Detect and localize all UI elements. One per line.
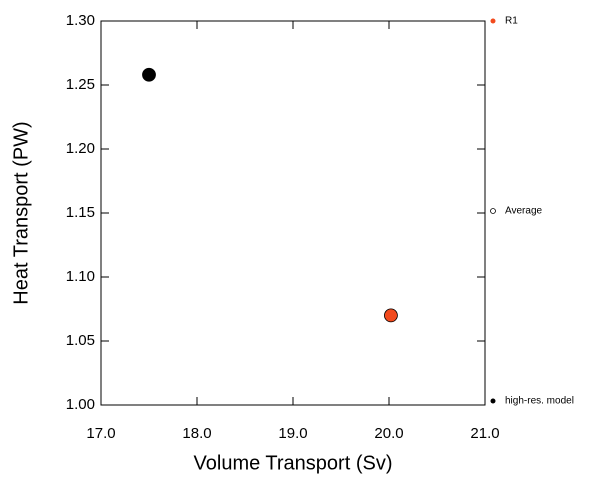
x-axis-title: Volume Transport (Sv) [194, 452, 393, 474]
legend-label: Average [505, 206, 543, 217]
y-tick-label: 1.20 [66, 140, 95, 157]
x-tick-label: 20.0 [374, 425, 403, 442]
y-tick-label: 1.10 [66, 268, 95, 285]
legend-marker [490, 208, 496, 214]
x-tick-label: 17.0 [86, 425, 115, 442]
y-tick-label: 1.15 [66, 204, 95, 221]
y-axis-title: Heat Transport (PW) [10, 121, 32, 304]
legend-marker [490, 398, 496, 404]
y-tick-label: 1.25 [66, 76, 95, 93]
point [142, 67, 156, 82]
y-tick-label: 1.30 [66, 12, 95, 29]
x-tick-label: 19.0 [278, 425, 307, 442]
y-tick-label: 1.05 [66, 332, 95, 349]
x-tick-label: 21.0 [470, 425, 499, 442]
legend-marker [490, 18, 496, 24]
legend-label: high-res. model [505, 396, 574, 407]
x-tick-label: 18.0 [182, 425, 211, 442]
legend-label: R1 [505, 16, 518, 27]
point [384, 308, 398, 323]
y-tick-label: 1.00 [66, 396, 95, 413]
plot-frame [100, 20, 486, 406]
